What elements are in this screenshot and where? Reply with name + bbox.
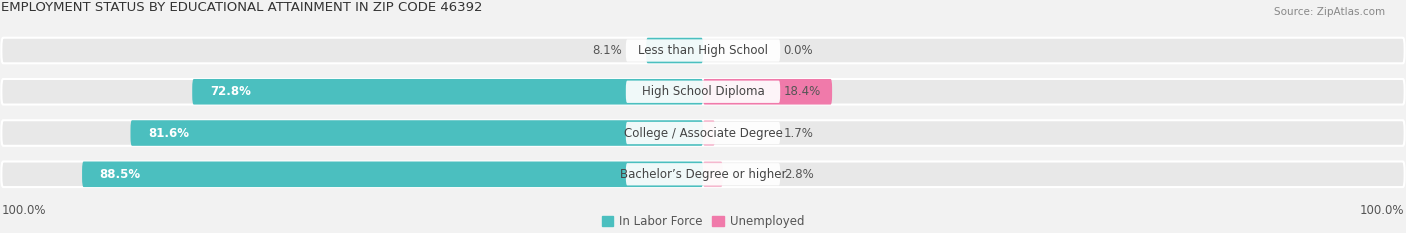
FancyBboxPatch shape	[626, 163, 780, 185]
FancyBboxPatch shape	[703, 79, 832, 105]
FancyBboxPatch shape	[626, 122, 780, 144]
FancyBboxPatch shape	[193, 79, 703, 105]
FancyBboxPatch shape	[626, 81, 780, 103]
FancyBboxPatch shape	[703, 120, 714, 146]
Text: EMPLOYMENT STATUS BY EDUCATIONAL ATTAINMENT IN ZIP CODE 46392: EMPLOYMENT STATUS BY EDUCATIONAL ATTAINM…	[1, 1, 482, 14]
Text: 18.4%: 18.4%	[783, 85, 821, 98]
Text: 100.0%: 100.0%	[1360, 204, 1405, 217]
Text: 1.7%: 1.7%	[783, 127, 814, 140]
FancyBboxPatch shape	[1, 120, 1405, 146]
Text: 72.8%: 72.8%	[209, 85, 250, 98]
Text: 100.0%: 100.0%	[1, 204, 46, 217]
FancyBboxPatch shape	[82, 161, 703, 187]
Text: High School Diploma: High School Diploma	[641, 85, 765, 98]
Text: College / Associate Degree: College / Associate Degree	[624, 127, 782, 140]
Text: Source: ZipAtlas.com: Source: ZipAtlas.com	[1274, 7, 1385, 17]
FancyBboxPatch shape	[131, 120, 703, 146]
FancyBboxPatch shape	[1, 79, 1405, 105]
Text: Bachelor’s Degree or higher: Bachelor’s Degree or higher	[620, 168, 786, 181]
FancyBboxPatch shape	[703, 161, 723, 187]
Text: 2.8%: 2.8%	[783, 168, 814, 181]
Text: 8.1%: 8.1%	[592, 44, 623, 57]
FancyBboxPatch shape	[647, 38, 703, 63]
FancyBboxPatch shape	[1, 161, 1405, 187]
Text: Less than High School: Less than High School	[638, 44, 768, 57]
Text: 0.0%: 0.0%	[783, 44, 813, 57]
Text: 88.5%: 88.5%	[100, 168, 141, 181]
FancyBboxPatch shape	[626, 39, 780, 62]
FancyBboxPatch shape	[1, 38, 1405, 63]
Legend: In Labor Force, Unemployed: In Labor Force, Unemployed	[598, 210, 808, 233]
Text: 81.6%: 81.6%	[148, 127, 188, 140]
